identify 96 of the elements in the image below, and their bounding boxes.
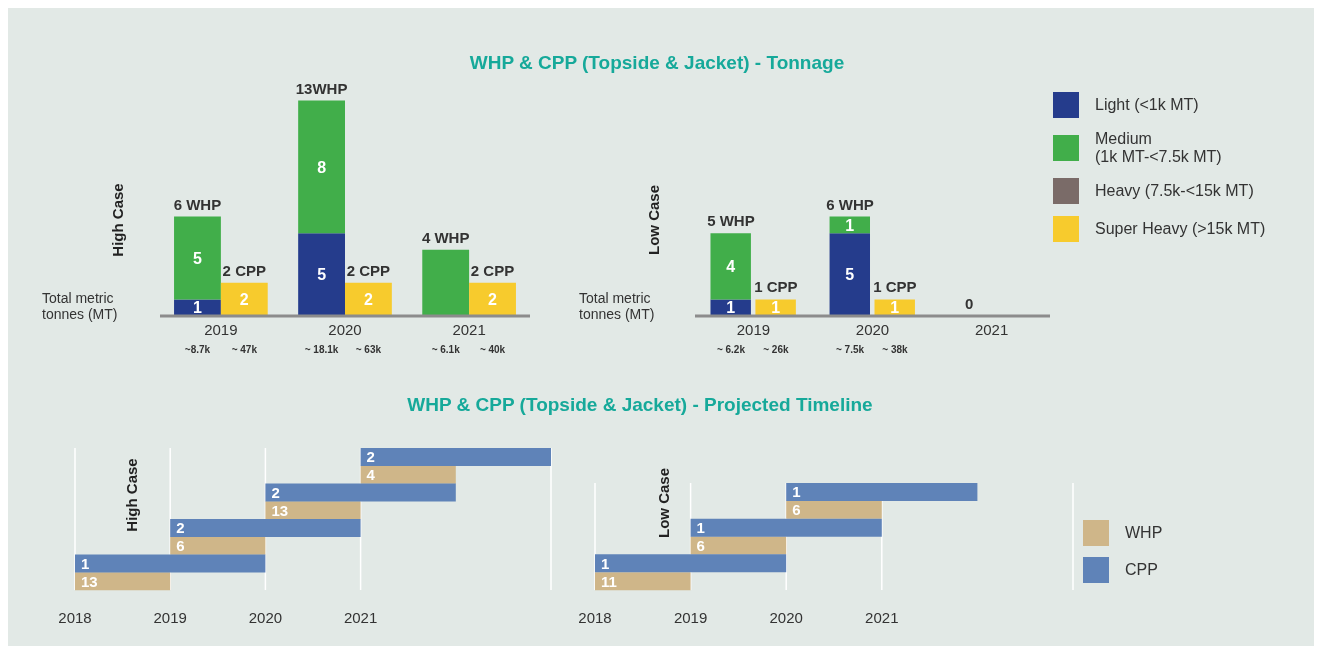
bar (174, 299, 221, 316)
total-label: 1 CPP (754, 278, 798, 296)
total-label: 6 WHP (173, 195, 222, 213)
text: 2019 (736, 321, 771, 338)
bar (469, 282, 516, 316)
data-label: 2 (239, 291, 249, 309)
data-label: 5 (193, 249, 203, 267)
x-tick-label: ~ 26k (763, 344, 789, 356)
x-tick-label: ~ 18.1k (304, 344, 339, 356)
annotation: 6 (176, 537, 185, 555)
bar (786, 483, 978, 501)
data-label: 5 (317, 266, 327, 284)
bar (174, 216, 221, 300)
x-tick-label: ~ 63k (355, 344, 382, 356)
text: 2019 (204, 321, 238, 338)
bar (360, 448, 551, 466)
data-label: 2 (488, 291, 498, 309)
x-tick-label: ~ 47k (231, 344, 258, 356)
data-label: 1 (771, 299, 781, 317)
data-label: 4 (726, 258, 736, 276)
annotation: 11 (601, 572, 617, 590)
text: Total metric tonnes (MT) (42, 290, 119, 322)
text: WHP & CPP (Topside & Jacket) - Projected Timeline (406, 394, 874, 416)
data-label: 1 (726, 299, 736, 317)
legend-label: Heavy (7.5k-<15k MT) (1095, 182, 1254, 200)
annotation: 6 (792, 501, 801, 519)
bar (298, 100, 345, 234)
annotation: 13 (271, 501, 289, 519)
text: 2020 (855, 321, 890, 338)
data-label: 1 (193, 299, 203, 317)
x-tick-label: 2020 (769, 608, 803, 626)
annotation: 2 (366, 448, 375, 466)
bar (265, 483, 456, 502)
data-label: 1 (845, 216, 855, 234)
annotation: 2 (271, 483, 280, 501)
text: 2021 (974, 321, 1009, 338)
legend-label: Light (<1k MT) (1095, 96, 1199, 114)
bar (422, 249, 470, 316)
data-label: 8 (317, 158, 327, 176)
annotation: 1 (601, 554, 610, 572)
x-tick-label: 2018 (58, 608, 92, 626)
data-label: 1 (890, 299, 900, 317)
data-label: 5 (845, 266, 855, 284)
y-axis-title: High Case (122, 458, 140, 532)
total-label: 2 CPP (222, 261, 266, 279)
x-tick-label: 2018 (578, 608, 612, 626)
total-label: 2 CPP (346, 261, 391, 279)
total-label: 2 CPP (470, 261, 515, 279)
bar (595, 572, 691, 591)
data-label: 2 (363, 291, 373, 309)
bar (690, 536, 787, 555)
total-label: 6 WHP (826, 195, 874, 213)
total-label: 4 WHP (421, 228, 470, 246)
annotation: 4 (366, 466, 376, 484)
bar (298, 233, 345, 316)
text: WHP & CPP (Topside & Jacket) - Tonnage (468, 52, 846, 74)
x-tick-label: 2019 (153, 608, 187, 626)
text: 2021 (452, 321, 486, 338)
x-tick-label: ~ 6.1k (431, 344, 461, 356)
annotation: 1 (792, 483, 801, 501)
total-label: 1 CPP (873, 278, 917, 296)
bar (170, 536, 266, 555)
text: 2020 (328, 321, 362, 338)
annotation: 1 (81, 554, 90, 572)
annotation: 6 (696, 536, 705, 554)
x-tick-label: ~ 6.2k (716, 344, 746, 356)
x-tick-label: 2020 (248, 608, 283, 626)
legend-label: CPP (1125, 561, 1158, 579)
annotation: 13 (81, 572, 98, 590)
text: Total metric tonnes (MT) (579, 290, 656, 322)
bar (786, 500, 882, 519)
x-tick-label: ~ 38k (882, 344, 909, 356)
legend-label: Medium (1k MT-<7.5k MT) (1095, 130, 1222, 166)
x-tick-label: 2019 (673, 608, 708, 626)
bar (690, 518, 882, 537)
x-tick-label: ~ 7.5k (835, 344, 865, 356)
x-tick-label: 2021 (865, 608, 899, 626)
bar (220, 282, 268, 316)
total-label: 5 WHP (707, 212, 755, 230)
bar (345, 282, 392, 316)
x-tick-label: 2021 (343, 608, 378, 626)
y-axis-title: High Case (108, 183, 126, 257)
y-axis-title: Low Case (644, 184, 662, 256)
legend-label: WHP (1125, 524, 1163, 542)
bar (595, 554, 787, 573)
bar (360, 465, 456, 484)
annotation: 1 (696, 519, 705, 537)
text: 0 (964, 295, 974, 312)
y-axis-title: Low Case (654, 467, 672, 539)
legend-label: Super Heavy (>15k MT) (1095, 220, 1266, 238)
bar (75, 554, 266, 573)
x-tick-label: ~ 40k (479, 344, 506, 356)
annotation: 2 (176, 519, 185, 537)
total-label: 13WHP (295, 79, 348, 97)
x-tick-label: ~8.7k (184, 344, 211, 356)
bar (170, 519, 361, 537)
